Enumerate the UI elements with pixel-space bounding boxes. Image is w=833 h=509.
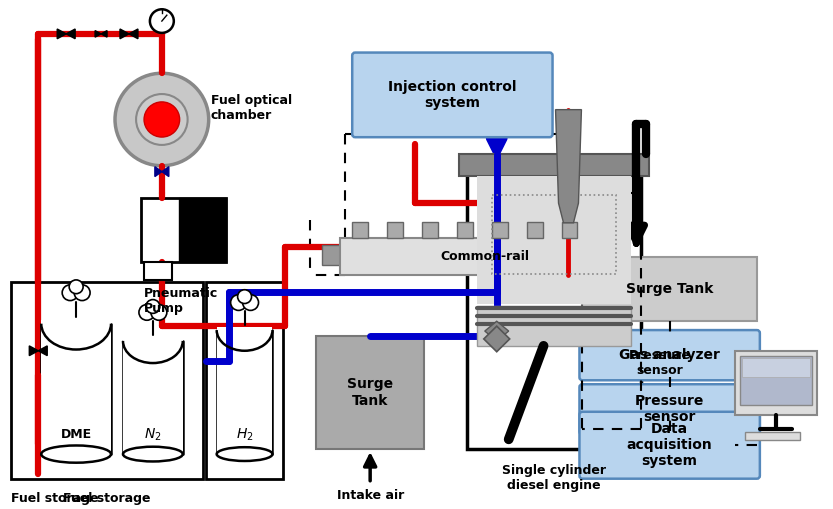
Circle shape [144, 102, 180, 137]
FancyBboxPatch shape [580, 384, 760, 434]
Bar [422, 222, 438, 238]
Bar [179, 198, 226, 262]
Polygon shape [29, 346, 38, 356]
Circle shape [231, 295, 247, 310]
Text: $N_2$: $N_2$ [144, 426, 162, 443]
Bar [322, 245, 340, 265]
Ellipse shape [217, 447, 272, 461]
Polygon shape [162, 167, 169, 177]
Ellipse shape [42, 445, 111, 463]
Polygon shape [57, 29, 66, 39]
Bar [42, 320, 111, 454]
Circle shape [62, 285, 78, 300]
Bar [352, 222, 368, 238]
Circle shape [146, 300, 160, 314]
Text: Gas analyzer: Gas analyzer [619, 348, 720, 362]
Polygon shape [485, 321, 509, 341]
Polygon shape [155, 167, 162, 177]
Bar [217, 327, 272, 454]
Polygon shape [38, 346, 47, 356]
Bar [206, 282, 283, 478]
Text: $H_2$: $H_2$ [236, 426, 253, 443]
Circle shape [136, 94, 187, 145]
Bar [340, 238, 610, 275]
Text: Fuel storage: Fuel storage [12, 492, 99, 505]
Text: Pressure
sensor: Pressure sensor [629, 349, 691, 377]
Circle shape [151, 304, 167, 320]
Circle shape [242, 295, 258, 310]
Circle shape [150, 9, 174, 33]
Bar [491, 222, 507, 238]
Text: Common-rail: Common-rail [441, 250, 529, 263]
Polygon shape [66, 29, 75, 39]
Text: Fuel storage: Fuel storage [63, 493, 151, 505]
Bar [491, 195, 616, 274]
FancyBboxPatch shape [580, 412, 760, 478]
Text: Pneumatic
Pump: Pneumatic Pump [144, 287, 218, 315]
Circle shape [237, 290, 252, 303]
Ellipse shape [123, 447, 182, 462]
Text: Fuel optical
chamber: Fuel optical chamber [211, 94, 292, 122]
Bar [141, 198, 226, 262]
FancyBboxPatch shape [580, 330, 760, 380]
Text: Pressure
sensor: Pressure sensor [635, 394, 705, 425]
Bar [466, 164, 641, 449]
Bar [526, 222, 542, 238]
Polygon shape [484, 326, 510, 352]
Text: Intake air: Intake air [337, 489, 404, 502]
Polygon shape [129, 29, 138, 39]
Text: Single cylinder
diesel engine: Single cylinder diesel engine [502, 464, 606, 492]
Text: Surge Tank: Surge Tank [626, 282, 713, 296]
Text: Injection control
system: Injection control system [388, 80, 516, 110]
Polygon shape [556, 109, 581, 223]
Bar [742, 358, 810, 377]
Circle shape [69, 280, 83, 294]
Polygon shape [95, 31, 101, 37]
Bar [317, 336, 424, 449]
Bar [561, 222, 577, 238]
Bar [12, 282, 202, 478]
Circle shape [115, 73, 209, 166]
Circle shape [139, 304, 155, 320]
Bar [144, 262, 172, 280]
Polygon shape [120, 29, 129, 39]
Bar [582, 257, 757, 321]
Bar [740, 356, 811, 405]
Bar [456, 222, 473, 238]
Circle shape [74, 285, 90, 300]
Bar [387, 222, 403, 238]
Bar [476, 306, 631, 346]
Text: Data
acquisition
system: Data acquisition system [626, 422, 712, 468]
Polygon shape [101, 31, 107, 37]
Bar [459, 154, 649, 176]
Bar [745, 433, 800, 440]
Text: Surge
Tank: Surge Tank [347, 378, 393, 408]
FancyBboxPatch shape [352, 52, 552, 137]
Bar [476, 176, 631, 303]
Bar [123, 338, 182, 454]
Bar [735, 351, 816, 415]
Text: DME: DME [61, 428, 92, 441]
